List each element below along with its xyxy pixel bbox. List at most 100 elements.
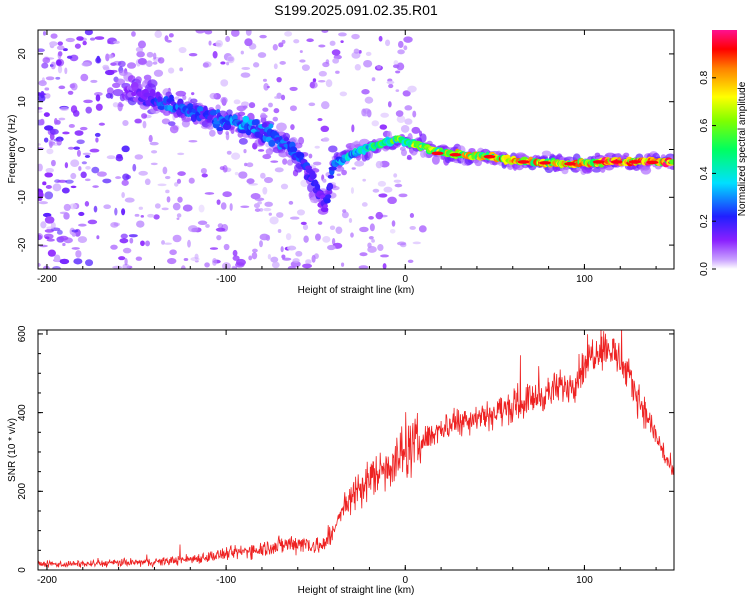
spectrogram-noise-blob: [222, 165, 228, 173]
spectrogram-noise-blob: [216, 234, 222, 241]
spectrogram-noise-blob: [240, 205, 250, 209]
spectrogram-noise-blob: [42, 31, 47, 36]
spectrogram-y-tick-label: -10: [17, 190, 28, 205]
spectrogram-noise-blob: [166, 39, 172, 43]
spectrogram-noise-blob: [240, 72, 251, 78]
spectrogram-noise-blob: [281, 254, 286, 259]
spectrogram-noise-blob: [392, 64, 400, 69]
spectrogram-noise-blob: [129, 237, 134, 244]
spectrogram-noise-blob: [46, 148, 54, 155]
spectrogram-noise-blob: [353, 48, 360, 54]
spectrogram-noise-blob: [396, 115, 406, 124]
spectrogram-noise-blob: [81, 161, 88, 165]
spectrogram-noise-blob: [259, 240, 263, 248]
spectrogram-noise-blob: [289, 105, 297, 112]
spectrogram-noise-blob: [246, 178, 255, 185]
spectrogram-noise-blob: [62, 48, 68, 52]
spectrogram-noise-blob: [128, 234, 138, 238]
spectrogram-noise-blob: [398, 40, 404, 49]
spectrogram-noise-blob: [50, 61, 56, 70]
spectrogram-noise-blob: [76, 149, 81, 157]
spectrogram-noise-blob: [124, 258, 128, 266]
spectrogram-noise-blob: [279, 61, 286, 65]
spectrogram-noise-blob: [361, 89, 370, 95]
spectrogram-noise-blob: [84, 30, 93, 36]
spectrogram-y-tick-label: 10: [17, 96, 28, 108]
spectrogram-noise-blob: [191, 92, 195, 96]
spectrogram-noise-blob: [212, 51, 218, 59]
colorbar-tick-label: 0.0: [699, 262, 710, 276]
spectrogram-noise-blob: [84, 154, 91, 158]
spectrogram-noise-blob: [262, 107, 269, 112]
spectrogram-noise-blob: [153, 69, 164, 77]
spectrogram-noise-blob: [299, 50, 303, 53]
spectrogram-y-label: Frequency (Hz): [7, 115, 18, 184]
spectrogram-ridge-core: [239, 129, 248, 134]
spectrogram-noise-blob: [46, 238, 55, 242]
spectrogram-noise-blob: [391, 220, 396, 227]
spectrogram-noise-blob: [121, 145, 130, 153]
spectrogram-noise-blob: [106, 155, 116, 160]
spectrogram-noise-blob: [325, 79, 333, 88]
spectrogram-ridge-halo: [286, 159, 294, 166]
spectrogram-noise-blob: [69, 83, 76, 89]
spectrogram-noise-blob: [74, 130, 84, 136]
spectrogram-ridge-halo: [112, 89, 124, 97]
spectrogram-ridge-halo: [161, 118, 171, 125]
spectrogram-noise-blob: [409, 213, 415, 218]
spectrogram-noise-blob: [69, 203, 78, 210]
spectrogram-noise-blob: [395, 110, 404, 117]
spectrogram-noise-blob: [46, 226, 55, 230]
spectrogram-noise-blob: [246, 162, 254, 168]
spectrogram-noise-blob: [402, 90, 411, 97]
spectrogram-ridge-halo: [175, 90, 187, 97]
spectrogram-noise-blob: [336, 173, 341, 177]
spectrogram-ridge-halo: [326, 189, 333, 195]
spectrogram-noise-blob: [84, 201, 90, 207]
spectrogram-noise-blob: [314, 145, 320, 149]
spectrogram-noise-blob: [110, 62, 117, 66]
spectrogram-noise-blob: [179, 67, 184, 72]
spectrogram-noise-blob: [418, 225, 427, 233]
spectrogram-ridge-halo: [623, 152, 630, 158]
spectrogram-noise-blob: [262, 153, 272, 160]
spectrogram-noise-blob: [125, 174, 132, 180]
colorbar-label: Normalized spectral amplitude: [737, 81, 748, 216]
spectrogram-noise-blob: [318, 80, 326, 83]
spectrogram-noise-blob: [113, 40, 120, 44]
spectrogram-noise-blob: [315, 233, 321, 241]
spectrogram-noise-blob: [126, 62, 137, 69]
spectrogram-noise-blob: [105, 92, 113, 99]
spectrogram-noise-blob: [361, 202, 368, 207]
spectrogram-noise-blob: [164, 175, 171, 180]
spectrogram-ridge-halo: [431, 155, 440, 165]
spectrogram-noise-blob: [149, 141, 159, 146]
spectrogram-noise-blob: [262, 186, 268, 195]
spectrogram-noise-blob: [52, 265, 61, 269]
spectrogram-noise-blob: [368, 236, 374, 240]
spectrogram-ridge-halo: [115, 78, 126, 85]
spectrogram-ridge-halo: [141, 113, 148, 119]
spectrogram-noise-blob: [44, 93, 51, 99]
spectrogram-noise-blob: [112, 265, 123, 269]
spectrogram-noise-blob: [233, 99, 241, 105]
spectrogram-noise-blob: [153, 214, 160, 220]
spectrogram-noise-blob: [72, 110, 80, 117]
spectrogram-noise-blob: [56, 229, 63, 235]
spectrogram-ridge-core: [209, 109, 218, 116]
spectrogram-peak: [431, 151, 444, 156]
spectrogram-noise-blob: [74, 43, 81, 49]
spectrogram-ridge-halo: [541, 150, 552, 157]
spectrogram-noise-blob: [70, 185, 77, 189]
spectrogram-noise-blob: [287, 265, 296, 269]
spectrogram-ridge-halo: [238, 137, 248, 145]
spectrogram-noise-blob: [66, 55, 73, 59]
spectrogram-noise-blob: [407, 259, 414, 264]
snr-x-tick-label: -200: [37, 575, 57, 586]
spectrogram-noise-blob: [208, 40, 212, 46]
spectrogram-noise-blob: [241, 101, 249, 107]
spectrogram-noise-blob: [252, 62, 260, 68]
colorbar-gradient: [712, 30, 737, 269]
spectrogram-noise-blob: [241, 66, 251, 70]
spectrogram-noise-blob: [38, 234, 43, 241]
